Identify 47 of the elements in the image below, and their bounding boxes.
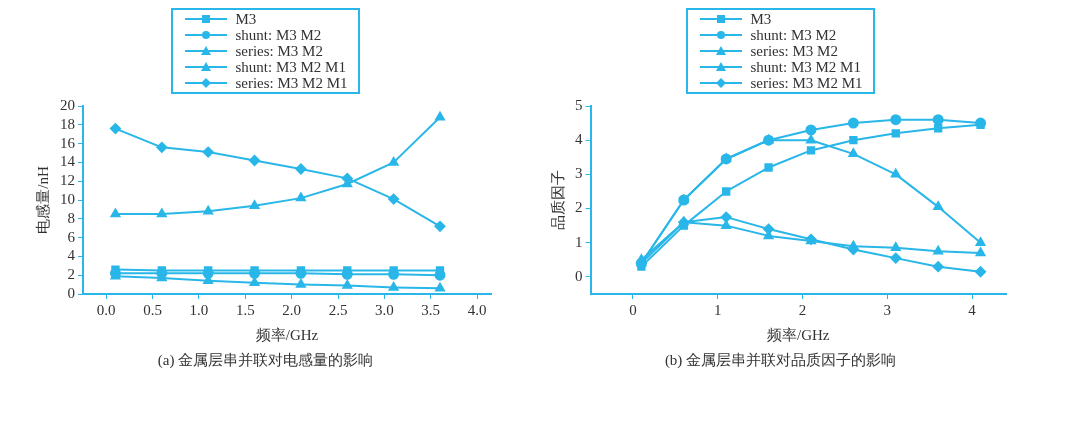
x-tick-label: 3 xyxy=(883,301,891,318)
legend-label: shunt: M3 M2 xyxy=(235,27,322,43)
text: (b) 金属层串并联对品质因子的影响 xyxy=(664,351,897,370)
x-tick-label: 0.0 xyxy=(96,301,116,318)
legend-label: shunt: M3 M2 xyxy=(750,27,837,43)
legend-label: series: M3 M2 xyxy=(235,43,323,59)
legend-label: series: M3 M2 xyxy=(750,43,838,59)
legend-label: series: M3 M2 M1 xyxy=(750,75,863,91)
y-tick-label: 3 xyxy=(574,165,582,182)
x-axis-title: 频率/GHz xyxy=(255,326,319,343)
x-tick-label: 1.0 xyxy=(189,301,208,318)
y-tick-label: 16 xyxy=(59,134,75,151)
x-axis-title: 频率/GHz xyxy=(766,326,830,343)
x-tick-label: 2.5 xyxy=(328,301,347,318)
y-tick-label: 0 xyxy=(67,284,75,301)
y-tick-label: 18 xyxy=(59,115,75,132)
y-tick-label: 6 xyxy=(67,228,75,245)
x-tick-label: 1 xyxy=(713,301,721,318)
y-tick-label: 14 xyxy=(59,153,75,170)
y-tick-label: 8 xyxy=(67,209,75,226)
y-tick-label: 4 xyxy=(574,131,583,148)
text: (a) 金属层串并联对电感量的影响 xyxy=(157,351,374,370)
legend-label: series: M3 M2 M1 xyxy=(235,75,348,91)
legend-label: M3 xyxy=(750,11,772,27)
x-tick-label: 4.0 xyxy=(467,301,486,318)
x-tick-label: 4 xyxy=(967,301,976,318)
y-tick-label: 10 xyxy=(59,190,75,207)
y-tick-label: 20 xyxy=(59,96,75,113)
y-tick-label: 1 xyxy=(574,233,582,250)
y-axis-title: 电感量/nH xyxy=(34,166,51,234)
y-axis-title: 品质因子 xyxy=(549,170,566,230)
legend-label: M3 xyxy=(235,11,257,27)
legend-label: shunt: M3 M2 M1 xyxy=(235,59,346,75)
x-tick-label: 1.5 xyxy=(235,301,255,318)
legend-label: shunt: M3 M2 M1 xyxy=(750,59,861,75)
x-tick-label: 0 xyxy=(628,301,637,318)
x-tick-label: 2.0 xyxy=(281,301,301,318)
x-tick-label: 3.0 xyxy=(374,301,394,318)
x-tick-label: 2 xyxy=(798,301,806,318)
y-tick-label: 2 xyxy=(67,266,75,283)
x-tick-label: 3.5 xyxy=(420,301,440,318)
x-tick-label: 0.5 xyxy=(142,301,162,318)
y-tick-label: 4 xyxy=(67,247,75,264)
y-tick-label: 2 xyxy=(574,199,582,216)
y-tick-label: 5 xyxy=(574,96,582,113)
y-tick-label: 12 xyxy=(59,172,75,189)
y-tick-label: 0 xyxy=(574,267,582,284)
